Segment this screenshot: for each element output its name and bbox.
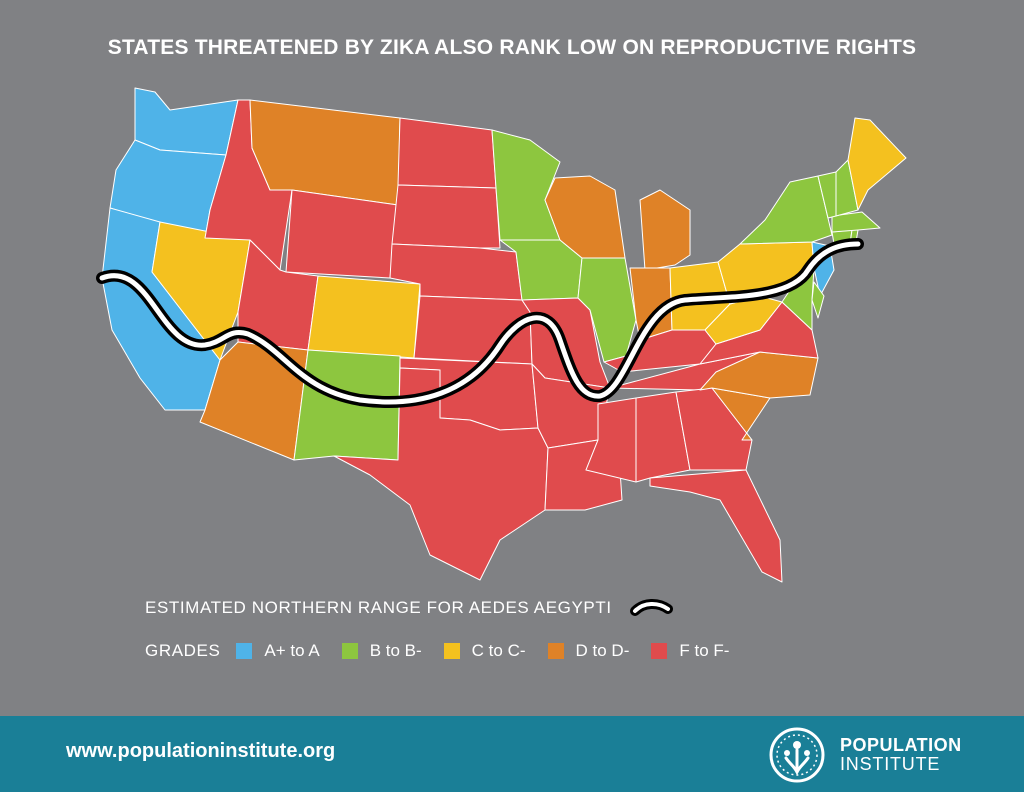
grade-item-c: C to C- (443, 641, 526, 661)
grade-label-b: B to B- (369, 641, 422, 660)
aedes-range-line (96, 238, 864, 408)
grades-legend-label: GRADES (145, 641, 221, 660)
state-FL (649, 469, 783, 583)
website-link[interactable]: www.populationinstitute.org (66, 740, 336, 762)
state-MN (491, 129, 561, 241)
state-MA (831, 211, 881, 233)
map-title: STATES THREATENED BY ZIKA ALSO RANK LOW … (107, 36, 917, 59)
logo-line-population: POPULATION (840, 735, 962, 755)
grade-swatch-f (651, 643, 668, 659)
grade-item-f: F to F- (651, 641, 729, 661)
grade-item-a: A+ to A (236, 641, 320, 661)
state-ME (847, 117, 907, 211)
state-NY (739, 175, 833, 245)
range-legend-line-icon (630, 599, 673, 616)
state-TX (333, 367, 549, 581)
state-SD (391, 184, 501, 249)
grade-swatch-c (443, 643, 460, 659)
range-legend-label: ESTIMATED NORTHERN RANGE FOR AEDES AEGYP… (145, 598, 612, 617)
state-MS (585, 397, 637, 483)
state-ND (397, 117, 497, 189)
state-CO (307, 275, 421, 359)
grades-legend: GRADES A+ to A B to B- C to C- D to D- F… (145, 640, 751, 662)
population-institute-logo-text: POPULATION INSTITUTE (840, 736, 962, 774)
grade-swatch-b (341, 643, 358, 659)
state-MI (639, 189, 691, 271)
state-DE (811, 281, 825, 319)
logo-line-institute: INSTITUTE (840, 754, 941, 774)
grade-swatch-a (236, 643, 253, 659)
us-map (96, 87, 907, 583)
population-institute-logo-icon (769, 727, 825, 783)
grade-item-b: B to B- (341, 641, 422, 661)
state-AL (635, 391, 691, 483)
grade-label-a: A+ to A (264, 641, 320, 660)
state-MT (249, 99, 401, 206)
grade-label-f: F to F- (679, 641, 730, 660)
footer-bar: www.populationinstitute.org POPULATION I… (0, 716, 1024, 792)
state-WA (134, 87, 239, 156)
grade-item-d: D to D- (547, 641, 630, 661)
grade-label-c: C to C- (471, 641, 526, 660)
grade-label-d: D to D- (575, 641, 630, 660)
state-WY (285, 189, 399, 279)
grade-swatch-d (547, 643, 564, 659)
